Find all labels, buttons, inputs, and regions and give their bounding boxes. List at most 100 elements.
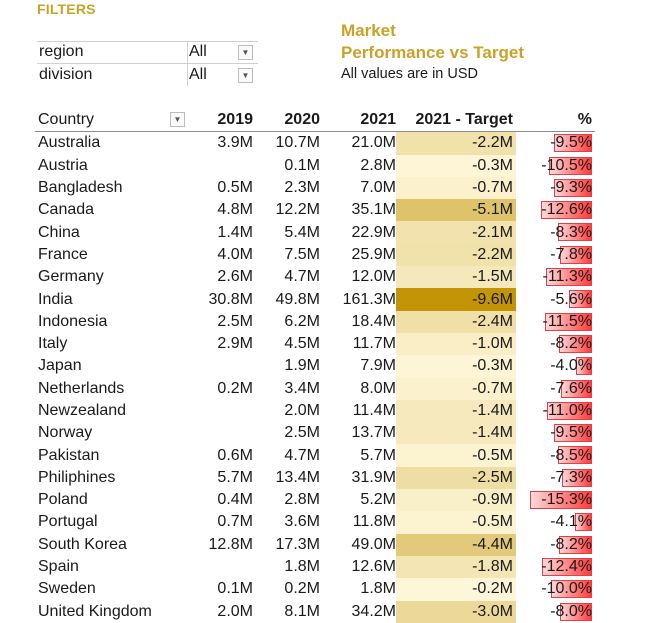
table-row: Germany 2.6M 4.7M 12.0M -1.5M -11.3% <box>35 266 595 289</box>
country-cell: Poland <box>38 491 88 509</box>
country-cell: China <box>38 223 80 241</box>
table-row: Australia 3.9M 10.7M 21.0M -2.2M -9.5% <box>35 131 595 155</box>
target-diff-cell: -2.4M <box>396 310 516 333</box>
country-cell: Australia <box>38 134 101 152</box>
filter-column-divider <box>187 41 188 86</box>
value-2020-cell: 8.1M <box>284 602 320 620</box>
target-diff-cell: -0.3M <box>396 355 516 378</box>
percent-cell: -4.0% <box>516 355 595 377</box>
target-diff-cell: -1.5M <box>396 266 516 289</box>
value-2019-cell: 0.4M <box>217 491 253 509</box>
percent-data-bar <box>554 134 592 153</box>
percent-cell: -8.0% <box>516 601 595 623</box>
percent-cell: -5.6% <box>516 288 595 310</box>
filter-top-border <box>37 41 258 42</box>
percent-cell: -11.5% <box>516 311 595 333</box>
country-cell: Sweden <box>38 580 96 598</box>
percent-value: -4.1% <box>550 513 592 531</box>
percent-value: -8.3% <box>550 223 592 241</box>
region-filter-label: region <box>39 43 84 60</box>
column-header-2020: 2020 <box>253 109 320 133</box>
value-2019-cell <box>188 355 253 377</box>
value-2020-cell: 5.4M <box>284 223 320 241</box>
percent-cell: -12.4% <box>516 556 595 578</box>
value-2021-cell: 34.2M <box>351 602 396 620</box>
value-2020-cell: 17.3M <box>275 535 320 553</box>
value-2020-cell: 49.8M <box>275 290 320 308</box>
target-diff-cell: -9.6M <box>396 288 516 311</box>
region-filter-value[interactable]: All <box>189 43 207 60</box>
target-diff-cell: -1.4M <box>396 399 516 423</box>
country-cell: Portugal <box>38 513 98 531</box>
division-filter-value[interactable]: All <box>189 66 207 83</box>
country-cell: Netherlands <box>38 379 125 397</box>
value-2020-cell: 4.5M <box>284 335 320 353</box>
region-dropdown-icon[interactable]: ▼ <box>238 45 253 60</box>
division-filter[interactable]: division All ▼ <box>37 64 257 86</box>
percent-cell: -9.5% <box>516 422 595 444</box>
percent-data-bar <box>575 513 592 532</box>
percent-data-bar <box>546 268 592 287</box>
value-2020-cell: 12.2M <box>275 201 320 219</box>
table-row: Austria 0.1M 2.8M -0.3M -10.5% <box>35 154 595 177</box>
target-diff-cell: -5.1M <box>396 199 516 222</box>
target-diff-cell: -3.0M <box>396 600 516 623</box>
country-cell: Italy <box>38 335 68 353</box>
country-filter-icon[interactable]: ▼ <box>170 112 185 127</box>
column-header-percent: % <box>516 109 595 133</box>
percent-value: -8.0% <box>550 602 592 620</box>
value-2020-cell: 3.6M <box>284 513 320 531</box>
percent-data-bar <box>559 535 592 554</box>
percent-data-bar <box>562 468 592 487</box>
percent-value: -7.6% <box>550 379 592 397</box>
value-2019-cell: 30.8M <box>208 290 253 308</box>
value-2019-cell: 0.7M <box>217 513 253 531</box>
country-column-header[interactable]: Country ▼ <box>35 109 188 133</box>
value-2019-cell: 12.8M <box>208 535 253 553</box>
value-2020-cell: 4.7M <box>284 446 320 464</box>
value-2021-cell: 31.9M <box>351 468 396 486</box>
percent-data-bar <box>554 178 592 197</box>
target-diff-cell: -1.4M <box>396 422 516 445</box>
table-row: Canada 4.8M 12.2M 35.1M -5.1M -12.6% <box>35 199 595 222</box>
percent-value: -15.3% <box>541 491 592 509</box>
value-2020-cell: 7.5M <box>284 245 320 263</box>
percent-value: -7.8% <box>550 245 592 263</box>
value-2021-cell: 18.4M <box>351 312 396 330</box>
table-row: Japan 1.9M 7.9M -0.3M -4.0% <box>35 355 595 378</box>
value-2021-cell: 49.0M <box>351 535 396 553</box>
value-2021-cell: 11.7M <box>352 335 396 353</box>
country-cell: Pakistan <box>38 446 100 464</box>
division-filter-label: division <box>39 66 93 83</box>
value-2020-cell: 0.1M <box>284 156 320 174</box>
value-2019-cell: 2.5M <box>217 312 253 330</box>
percent-value: -10.0% <box>541 580 592 598</box>
table-row: Newzealand 2.0M 11.4M -1.4M -11.0% <box>35 399 595 423</box>
percent-data-bar <box>542 557 592 576</box>
value-2020-cell: 2.8M <box>284 491 320 509</box>
table-row: Bangladesh 0.5M 2.3M 7.0M -0.7M -9.3% <box>35 176 595 200</box>
percent-cell: -7.6% <box>516 378 595 400</box>
target-diff-cell: -2.1M <box>396 221 516 244</box>
percent-data-bar <box>558 446 592 465</box>
region-filter[interactable]: region All ▼ <box>37 41 257 63</box>
percent-cell: -15.3% <box>516 489 595 511</box>
value-2020-cell: 1.9M <box>284 357 320 375</box>
table-row: India 30.8M 49.8M 161.3M -9.6M -5.6% <box>35 288 595 311</box>
division-dropdown-icon[interactable]: ▼ <box>238 68 253 83</box>
value-2019-cell: 4.0M <box>217 245 253 263</box>
value-2019-cell: 0.6M <box>217 446 253 464</box>
value-2021-cell: 22.9M <box>351 223 396 241</box>
percent-value: -11.0% <box>542 402 592 419</box>
percent-data-bar <box>576 357 592 376</box>
value-2019-cell <box>188 422 253 444</box>
target-diff-cell: -2.5M <box>396 466 516 490</box>
column-header-target: 2021 - Target <box>396 109 516 133</box>
column-header-2021: 2021 <box>320 109 396 133</box>
value-2019-cell: 3.9M <box>217 134 253 152</box>
report-title-line-1: Market <box>341 21 396 40</box>
filter-divider <box>37 63 258 64</box>
value-2020-cell: 1.8M <box>284 558 320 576</box>
percent-value: -5.6% <box>550 290 592 308</box>
percent-data-bar <box>561 379 592 398</box>
